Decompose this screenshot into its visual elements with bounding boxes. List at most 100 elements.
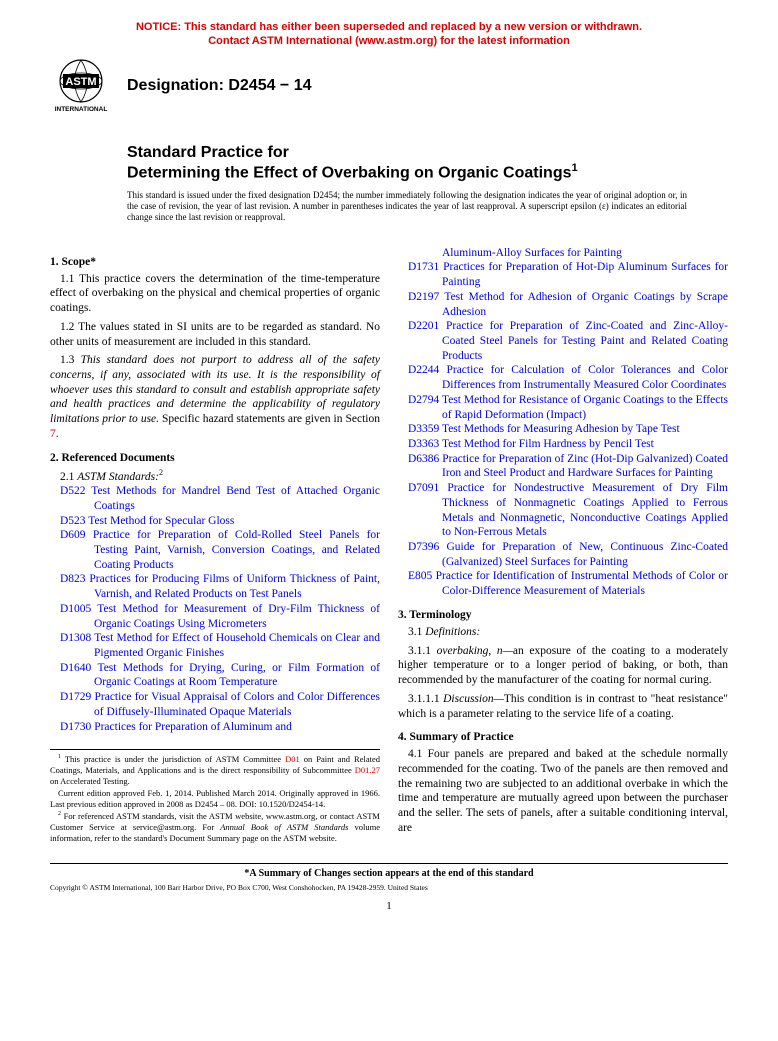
ref-code-link[interactable]: D7091 — [408, 482, 439, 494]
ref-code-link[interactable]: D6386 — [408, 453, 439, 465]
footnote-1-continued: Current edition approved Feb. 1, 2014. P… — [50, 788, 380, 809]
ref-title-link[interactable]: Test Method for Specular Gloss — [88, 515, 234, 527]
ref-title-link[interactable]: Test Methods for Drying, Curing, or Film… — [94, 662, 380, 689]
ref-title-link[interactable]: Practice for Calculation of Color Tolera… — [442, 364, 728, 391]
ref-title-link[interactable]: Test Method for Resistance of Organic Co… — [442, 394, 728, 421]
ref-title-link[interactable]: Test Methods for Mandrel Bend Test of At… — [91, 485, 380, 512]
ref-code-link[interactable]: D2201 — [408, 320, 439, 332]
ref-title-link[interactable]: Guide for Preparation of New, Continuous… — [442, 541, 728, 568]
ref-title-link[interactable]: Practice for Visual Appraisal of Colors … — [94, 691, 380, 718]
para-1-1: 1.1 This practice covers the determinati… — [50, 272, 380, 316]
page-container: NOTICE: This standard has either been su… — [0, 0, 778, 942]
ref-code-link[interactable]: D522 — [60, 485, 86, 497]
ref-title-link[interactable]: Practice for Preparation of Zinc-Coated … — [442, 320, 728, 361]
svg-text:INTERNATIONAL: INTERNATIONAL — [55, 106, 108, 113]
title-line1: Standard Practice for — [127, 144, 728, 162]
ref-item: D2244 Practice for Calculation of Color … — [398, 363, 728, 392]
ref-item: D2794 Test Method for Resistance of Orga… — [398, 393, 728, 422]
svg-text:ASTM: ASTM — [65, 76, 96, 88]
ref-item: D823 Practices for Producing Films of Un… — [50, 572, 380, 601]
section-4-head: 4. Summary of Practice — [398, 731, 728, 743]
ref-code-link[interactable]: D2197 — [408, 291, 439, 303]
ref-code-link[interactable]: D7396 — [408, 541, 439, 553]
ref-title-link[interactable]: Practice for Preparation of Zinc (Hot-Di… — [442, 453, 728, 480]
ref-code-link[interactable]: D1005 — [60, 603, 91, 615]
ref-code-link[interactable]: D523 — [60, 515, 86, 527]
ref-item: D3363 Test Method for Film Hardness by P… — [398, 437, 728, 452]
ref-title-link[interactable]: Practice for Identification of Instrumen… — [436, 570, 728, 597]
title-line2: Determining the Effect of Overbaking on … — [127, 162, 728, 182]
ref-item: E805 Practice for Identification of Inst… — [398, 569, 728, 598]
ref-item: D7396 Guide for Preparation of New, Cont… — [398, 540, 728, 569]
ref-code-link[interactable]: D2794 — [408, 394, 439, 406]
issuance-note: This standard is issued under the fixed … — [127, 190, 687, 224]
ref-title-link[interactable]: Practice for Nondestructive Measurement … — [442, 482, 728, 538]
ref-item: D6386 Practice for Preparation of Zinc (… — [398, 452, 728, 481]
ref-code-link[interactable]: D1640 — [60, 662, 91, 674]
ref-code-link[interactable]: D1308 — [60, 632, 91, 644]
ref-item: D2201 Practice for Preparation of Zinc-C… — [398, 319, 728, 363]
ref-item: D1640 Test Methods for Drying, Curing, o… — [50, 661, 380, 690]
notice-banner: NOTICE: This standard has either been su… — [50, 20, 728, 49]
ref-item: D3359 Test Methods for Measuring Adhesio… — [398, 422, 728, 437]
section-2-head: 2. Referenced Documents — [50, 452, 380, 464]
ref-code-link[interactable]: D1730 — [60, 721, 91, 733]
ref-item: D7091 Practice for Nondestructive Measur… — [398, 481, 728, 540]
notice-line1: NOTICE: This standard has either been su… — [136, 21, 642, 33]
right-column: Aluminum-Alloy Surfaces for Painting D17… — [398, 246, 728, 846]
section-1-head: 1. Scope* — [50, 256, 380, 268]
notice-line2: Contact ASTM International (www.astm.org… — [208, 35, 570, 47]
ref-code-link[interactable]: D609 — [60, 529, 86, 541]
ref-code-link[interactable]: D3359 — [408, 423, 439, 435]
astm-logo: ASTM INTERNATIONAL — [50, 59, 112, 114]
summary-of-changes-note: *A Summary of Changes section appears at… — [50, 868, 728, 879]
page-number: 1 — [50, 900, 728, 912]
footnote-1: 1 This practice is under the jurisdictio… — [50, 754, 380, 786]
ref-code-link[interactable]: D823 — [60, 573, 86, 585]
ref-title-link[interactable]: Test Method for Adhesion of Organic Coat… — [442, 291, 728, 318]
para-1-3: 1.3 This standard does not purport to ad… — [50, 353, 380, 441]
ref-title-link[interactable]: Test Method for Measurement of Dry-Film … — [94, 603, 380, 630]
para-3-1-1: 3.1.1 overbaking, n—an exposure of the c… — [398, 644, 728, 688]
subcommittee-link[interactable]: D01.27 — [355, 765, 380, 775]
ref-code-link[interactable]: D1731 — [408, 261, 439, 273]
ref-code-link[interactable]: D3363 — [408, 438, 439, 450]
ref-title-link[interactable]: Test Method for Film Hardness by Pencil … — [442, 438, 654, 450]
ref-title-link[interactable]: Test Method for Effect of Household Chem… — [94, 632, 380, 659]
designation-label: Designation: D2454 − 14 — [127, 77, 312, 95]
para-1-2: 1.2 The values stated in SI units are to… — [50, 320, 380, 349]
ref-item: D522 Test Methods for Mandrel Bend Test … — [50, 484, 380, 513]
committee-d01-link[interactable]: D01 — [285, 754, 300, 764]
ref-code-link[interactable]: D1729 — [60, 691, 91, 703]
para-2-1: 2.1 ASTM Standards:2 — [50, 468, 380, 485]
ref-code-link[interactable]: D2244 — [408, 364, 439, 376]
title-block: Standard Practice for Determining the Ef… — [127, 144, 728, 182]
header-row: ASTM INTERNATIONAL Designation: D2454 − … — [50, 59, 728, 114]
left-column: 1. Scope* 1.1 This practice covers the d… — [50, 246, 380, 846]
two-column-body: 1. Scope* 1.1 This practice covers the d… — [50, 246, 728, 846]
para-3-1: 3.1 Definitions: — [398, 625, 728, 640]
ref-continuation: Aluminum-Alloy Surfaces for Painting — [398, 246, 728, 261]
ref-item: D1308 Test Method for Effect of Househol… — [50, 631, 380, 660]
ref-item: D1731 Practices for Preparation of Hot-D… — [398, 260, 728, 289]
section-3-head: 3. Terminology — [398, 609, 728, 621]
para-4-1: 4.1 Four panels are prepared and baked a… — [398, 747, 728, 835]
ref-item: D1729 Practice for Visual Appraisal of C… — [50, 690, 380, 719]
copyright-line: Copyright © ASTM International, 100 Barr… — [50, 883, 728, 892]
ref-item: D523 Test Method for Specular Gloss — [50, 514, 380, 529]
ref-item: D609 Practice for Preparation of Cold-Ro… — [50, 528, 380, 572]
ref-title-link[interactable]: Practices for Producing Films of Uniform… — [89, 573, 380, 600]
ref-item: D1005 Test Method for Measurement of Dry… — [50, 602, 380, 631]
ref-code-link[interactable]: E805 — [408, 570, 432, 582]
ref-title-link[interactable]: Practices for Preparation of Hot-Dip Alu… — [442, 261, 728, 288]
ref-item: D2197 Test Method for Adhesion of Organi… — [398, 290, 728, 319]
refs-right-list: D1731 Practices for Preparation of Hot-D… — [398, 260, 728, 599]
ref-item: D1730 Practices for Preparation of Alumi… — [50, 720, 380, 735]
para-3-1-1-1: 3.1.1.1 Discussion—This condition is in … — [398, 692, 728, 721]
footnotes: 1 This practice is under the jurisdictio… — [50, 749, 380, 843]
ref-title-link[interactable]: Test Methods for Measuring Adhesion by T… — [442, 423, 680, 435]
ref-title-link[interactable]: Practice for Preparation of Cold-Rolled … — [93, 529, 380, 570]
ref-title-link[interactable]: Practices for Preparation of Aluminum an… — [94, 721, 292, 733]
refs-left-list: D522 Test Methods for Mandrel Bend Test … — [50, 484, 380, 734]
footnote-2: 2 For referenced ASTM standards, visit t… — [50, 811, 380, 843]
